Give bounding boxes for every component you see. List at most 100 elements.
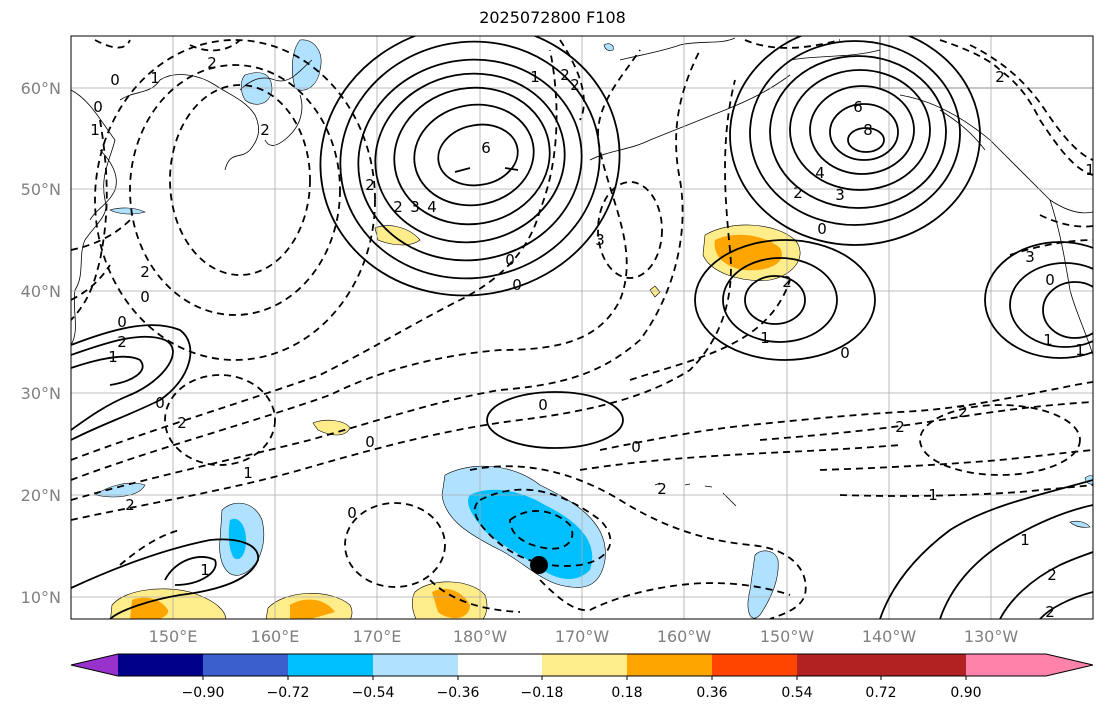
contour-label: 1 — [1043, 331, 1053, 349]
negative-shading — [94, 39, 1093, 619]
contour-label: 2 — [560, 66, 570, 84]
contour-label: 0 — [140, 288, 150, 306]
contour-label: 0 — [631, 438, 641, 456]
lat-label: 30°N — [21, 384, 61, 403]
contour-label: 4 — [427, 198, 437, 216]
contour-label: 1 — [530, 68, 540, 86]
colorbar: −0.90 −0.72 −0.54 −0.36 −0.18 0.18 0.36 … — [70, 653, 1094, 701]
colorbar-tick-label: 0.54 — [781, 685, 812, 701]
colorbar-extend-high — [966, 654, 1093, 676]
lon-label: 150°W — [760, 627, 815, 646]
contour-label: 1 — [90, 121, 100, 139]
colorbar-tick-label: 0.18 — [611, 685, 642, 701]
colorbar-tick-label: 0.36 — [696, 685, 727, 701]
colorbar-tick-label: 0.90 — [950, 685, 981, 701]
colorbar-segment — [712, 654, 797, 676]
contour-label: 1 — [150, 69, 160, 87]
colorbar-extend-low — [71, 654, 118, 676]
colorbar-segment — [458, 654, 542, 676]
contour-label: 1 — [1075, 341, 1085, 359]
contour-label: 0 — [512, 276, 522, 294]
lat-label: 60°N — [21, 79, 61, 98]
colorbar-segment — [542, 654, 627, 676]
colorbar-tick-label: −0.90 — [182, 685, 225, 701]
colorbar-segment — [118, 654, 203, 676]
colorbar-tick-label: −0.36 — [437, 685, 480, 701]
lon-label: 170°W — [555, 627, 610, 646]
contour-label: 2 — [140, 263, 150, 281]
longitude-labels: 150°E 160°E 170°E 180°W 170°W 160°W 150°… — [149, 627, 1019, 646]
contour-label: 1 — [200, 561, 210, 579]
contour-label: 1 — [1085, 161, 1095, 179]
contour-label: 0 — [538, 396, 548, 414]
lon-label: 150°E — [149, 627, 198, 646]
contour-label: 2 — [177, 414, 187, 432]
colorbar-segment — [881, 654, 966, 676]
lon-label: 160°E — [251, 627, 300, 646]
lon-label: 160°W — [657, 627, 712, 646]
colorbar-segment — [288, 654, 373, 676]
positive-shading — [110, 224, 801, 619]
lat-label: 10°N — [21, 588, 61, 607]
positive-contours — [71, 36, 1093, 619]
contour-label: 0 — [1045, 271, 1055, 289]
contour-label: 2 — [1047, 566, 1057, 584]
contour-label: 2 — [793, 184, 803, 202]
contour-label: 2 — [570, 76, 580, 94]
contour-label: 8 — [863, 121, 873, 139]
contour-label: 2 — [895, 418, 905, 436]
contour-label: 3 — [410, 198, 420, 216]
contour-label: 2 — [995, 68, 1005, 86]
contour-label: 1 — [108, 348, 118, 366]
colorbar-tick-label: −0.18 — [521, 685, 564, 701]
contour-label: 2 — [657, 480, 667, 498]
contour-label: 3 — [1025, 248, 1035, 266]
map-frame — [70, 35, 1094, 620]
contour-label: 1 — [243, 464, 253, 482]
contour-label: 0 — [817, 220, 827, 238]
colorbar-segment — [627, 654, 712, 676]
colorbar-tick-label: −0.72 — [267, 685, 310, 701]
lat-label: 20°N — [21, 486, 61, 505]
contour-label: 1 — [1020, 531, 1030, 549]
contour-label: 0 — [347, 504, 357, 522]
contour-label: 2 — [260, 121, 270, 139]
map-title: 2025072800 F108 — [479, 8, 626, 27]
contour-label: 0 — [155, 394, 165, 412]
contour-label: 6 — [481, 139, 491, 157]
colorbar-tick-label: −0.54 — [352, 685, 395, 701]
contour-label: 2 — [1045, 603, 1055, 621]
contour-label: 3 — [835, 186, 845, 204]
contour-label: 2 — [365, 176, 375, 194]
contour-label: 0 — [840, 344, 850, 362]
negative-contours — [71, 39, 1093, 619]
lat-label: 50°N — [21, 180, 61, 199]
contour-label: 2 — [958, 403, 968, 421]
lon-label: 140°W — [862, 627, 917, 646]
contour-label: 2 — [782, 273, 792, 291]
colorbar-tick-label: 0.72 — [865, 685, 896, 701]
contour-label: 0 — [117, 313, 127, 331]
contour-label: 2 — [393, 198, 403, 216]
storm-center-marker — [530, 556, 548, 574]
lat-label: 40°N — [21, 282, 61, 301]
contour-labels: 0 1 2 0 1 2 6 2 3 4 2 0 1 2 3 6 8 4 3 2 … — [90, 54, 1095, 621]
lon-label: 180°W — [453, 627, 508, 646]
contour-label: 0 — [110, 71, 120, 89]
contour-label: 6 — [853, 98, 863, 116]
contour-label: 1 — [928, 486, 938, 504]
latitude-labels: 60°N 50°N 40°N 30°N 20°N 10°N — [21, 79, 61, 607]
lon-label: 170°E — [353, 627, 402, 646]
colorbar-segment — [373, 654, 458, 676]
contour-label: 4 — [815, 164, 825, 182]
contour-label: 0 — [93, 98, 103, 116]
contour-label: 2 — [207, 54, 217, 72]
contour-label: 2 — [125, 496, 135, 514]
lon-label: 130°W — [964, 627, 1019, 646]
contour-label: 1 — [760, 329, 770, 347]
contour-label: 3 — [595, 231, 605, 249]
contour-label: 0 — [505, 251, 515, 269]
colorbar-segment — [203, 654, 288, 676]
contour-label: 0 — [365, 433, 375, 451]
